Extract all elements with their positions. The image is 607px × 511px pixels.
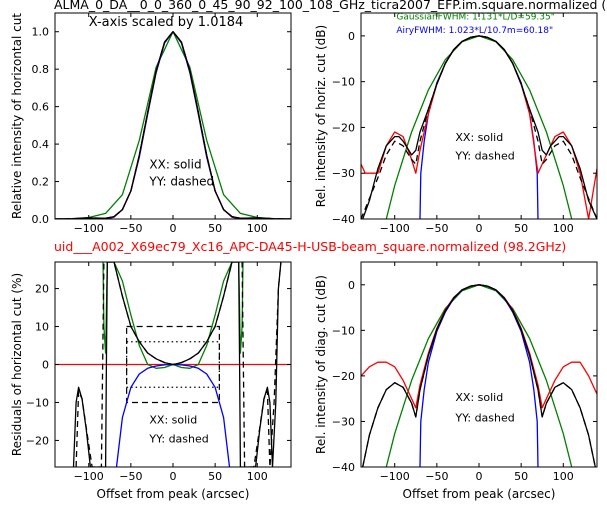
series-black-dashed-4 <box>55 31 291 219</box>
y-tick-label: −40 <box>332 213 355 226</box>
plot-area <box>361 284 597 467</box>
annotation-text: AiryFWHM: 1.023*L/10.7m=60.18" <box>396 26 553 36</box>
y-tick-label: 0 <box>348 30 355 43</box>
x-tick-label: 0 <box>476 222 483 235</box>
panel-top-left: −100 −50 0 50 100 0.0 0.2 0.4 0.6 0.8 1.0 Relative … <box>10 12 292 235</box>
y-axis-label: Residuals of horizontal cut (%) <box>10 273 24 456</box>
y-axis-label: Rel. intensity of diag. cut (dB) <box>314 275 328 454</box>
series-black-solid-2 <box>72 262 282 467</box>
annotation-text: YY: dashed <box>148 174 214 188</box>
y-tick-label: 0.2 <box>32 176 50 189</box>
x-tick-label: 0 <box>170 222 177 235</box>
y-tick-label: 10 <box>35 321 49 334</box>
y-tick-label: −40 <box>332 461 355 474</box>
x-tick-label: 0 <box>170 470 177 483</box>
series-green-solid-0 <box>385 284 573 467</box>
plot-area <box>55 31 291 219</box>
series-red-solid-2 <box>55 31 291 219</box>
y-tick-label: −10 <box>332 324 355 337</box>
annotation-text: XX: solid <box>149 413 197 426</box>
y-axis-label: Relative intensity of horizontal cut <box>10 13 24 219</box>
axes-frame <box>360 12 598 220</box>
plot-area <box>361 35 597 219</box>
series-blue-solid-1 <box>55 31 291 219</box>
y-tick-label: −30 <box>332 167 355 180</box>
series-black-solid-3 <box>362 35 597 219</box>
tolerance-box-dotted <box>126 341 220 388</box>
annotation-text: XX: solid <box>455 131 503 144</box>
y-tick-label: −20 <box>26 434 49 447</box>
y-tick-label: −10 <box>332 76 355 89</box>
series-blue-solid-1 <box>419 284 539 467</box>
y-tick-label: 0 <box>348 279 355 292</box>
x-axis-label: Offset from peak (arcsec) <box>403 487 556 501</box>
x-tick-label: 100 <box>247 470 268 483</box>
annotation-text: XX: solid <box>149 157 201 171</box>
x-tick-label: −50 <box>425 222 448 235</box>
y-tick-label: 0.4 <box>32 138 50 151</box>
series-green-solid-0 <box>385 35 573 219</box>
x-tick-label: −100 <box>74 470 104 483</box>
figure-title-mid: uid___A002_X69ec79_Xc16_APC-DA45-H-USB-b… <box>54 239 566 254</box>
x-tick-label: −100 <box>380 222 410 235</box>
annotation-text: YY: dashed <box>148 432 208 445</box>
y-tick-label: −20 <box>332 121 355 134</box>
series-blue-solid-1 <box>419 35 539 219</box>
annotation-text: GaussianFWHM: 1.131*L/D=59.35" <box>396 12 554 22</box>
x-tick-label: 50 <box>208 222 222 235</box>
y-tick-label: −30 <box>332 415 355 428</box>
x-tick-label: 100 <box>553 222 574 235</box>
y-tick-label: −20 <box>332 370 355 383</box>
x-tick-label: 50 <box>514 222 528 235</box>
y-tick-label: 1.0 <box>32 26 50 39</box>
y-axis-label: Rel. intensity of horiz. cut (dB) <box>314 25 328 207</box>
x-tick-label: 100 <box>553 470 574 483</box>
annotation-text: X-axis scaled by 1.0184 <box>89 15 244 30</box>
y-tick-label: 0 <box>42 359 49 372</box>
x-axis-label: Offset from peak (arcsec) <box>97 487 250 501</box>
figure-title-top: ALMA_0_DA__0_0_360_0_45_90_92_100_108_GH… <box>54 0 606 12</box>
x-tick-label: 50 <box>514 470 528 483</box>
series-black-dashed-4 <box>362 284 596 467</box>
series-red-solid-2 <box>361 284 597 409</box>
series-green-solid-0 <box>55 31 291 219</box>
series-black-dashed-4 <box>361 35 597 219</box>
series-black-solid-3 <box>362 284 596 467</box>
annotation-text: XX: solid <box>455 391 503 404</box>
x-tick-label: −50 <box>119 470 142 483</box>
annotation-text: YY: dashed <box>454 149 514 162</box>
tolerance-box-dashed <box>126 325 220 404</box>
series-green-solid-0 <box>102 262 244 369</box>
x-tick-label: −100 <box>380 470 410 483</box>
series-black-dashed-3 <box>75 262 282 467</box>
x-tick-label: 50 <box>208 470 222 483</box>
x-tick-label: −100 <box>74 222 104 235</box>
y-tick-label: 0.6 <box>32 101 50 114</box>
annotation-text: YY: dashed <box>454 411 514 424</box>
plot-area <box>55 262 291 467</box>
x-tick-label: −50 <box>119 222 142 235</box>
y-tick-label: −10 <box>26 396 49 409</box>
series-black-solid-3 <box>55 31 291 219</box>
x-tick-label: 100 <box>247 222 268 235</box>
y-tick-label: 0.8 <box>32 63 50 76</box>
x-tick-label: 0 <box>476 470 483 483</box>
x-tick-label: −50 <box>425 470 448 483</box>
series-red-solid-2 <box>361 35 597 219</box>
axes-frame <box>360 261 598 468</box>
y-tick-label: 0.0 <box>32 213 50 226</box>
y-tick-label: 20 <box>35 283 49 296</box>
